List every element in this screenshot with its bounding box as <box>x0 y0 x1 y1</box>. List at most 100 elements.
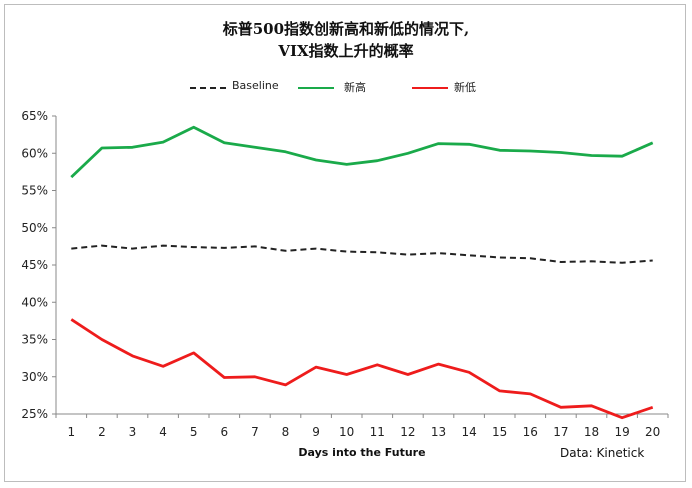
data-point-baseline <box>529 257 531 259</box>
chart-series <box>70 125 654 420</box>
x-tick-label: 12 <box>400 425 415 439</box>
data-point-new-low <box>315 366 317 368</box>
data-point-new-high <box>590 154 592 156</box>
x-tick-label: 8 <box>282 425 290 439</box>
data-point-new-low <box>468 371 470 373</box>
x-tick-label: 20 <box>645 425 660 439</box>
legend-swatch-new-low <box>412 87 448 89</box>
chart-title-line-1: 标普500指数创新高和新低的情况下, <box>222 20 470 38</box>
x-tick-label: 11 <box>370 425 385 439</box>
legend-label-new-low: 新低 <box>454 81 476 94</box>
data-point-baseline <box>621 262 623 264</box>
data-point-new-low <box>590 405 592 407</box>
data-point-new-high <box>70 176 72 178</box>
data-point-new-high <box>101 147 103 149</box>
data-point-new-high <box>437 142 439 144</box>
data-point-baseline <box>70 247 72 249</box>
series-line-new-low <box>70 318 654 420</box>
data-point-new-low <box>499 390 501 392</box>
data-point-new-low <box>560 406 562 408</box>
data-point-new-low <box>193 352 195 354</box>
legend-label-new-high: 新高 <box>344 81 366 94</box>
data-point-new-high <box>131 146 133 148</box>
data-point-new-high <box>560 151 562 153</box>
x-tick-label: 10 <box>339 425 354 439</box>
data-point-baseline <box>590 260 592 262</box>
data-point-new-high <box>223 142 225 144</box>
data-point-baseline <box>254 245 256 247</box>
y-tick-label: 50% <box>21 221 48 235</box>
data-point-baseline <box>101 244 103 246</box>
data-point-baseline <box>284 250 286 252</box>
data-point-baseline <box>560 261 562 263</box>
y-tick-label: 25% <box>21 407 48 421</box>
data-point-new-high <box>468 143 470 145</box>
y-tick-label: 65% <box>21 109 48 123</box>
data-point-new-high <box>529 150 531 152</box>
data-point-new-low <box>529 393 531 395</box>
data-point-new-low <box>437 363 439 365</box>
x-tick-label: 16 <box>523 425 538 439</box>
data-point-new-low <box>376 364 378 366</box>
data-point-new-low <box>254 376 256 378</box>
data-point-new-high <box>162 141 164 143</box>
data-point-baseline <box>162 244 164 246</box>
data-point-new-low <box>101 338 103 340</box>
data-point-new-high <box>254 146 256 148</box>
data-point-new-high <box>346 163 348 165</box>
x-tick-label: 6 <box>220 425 228 439</box>
x-tick-label: 18 <box>584 425 599 439</box>
x-tick-label: 19 <box>614 425 629 439</box>
data-point-new-high <box>315 159 317 161</box>
chart-labels: 25%30%35%40%45%50%55%60%65%1 2 3 4 5 6 7 8 9 10 11… <box>21 109 660 459</box>
x-tick-label: 5 <box>190 425 198 439</box>
data-point-new-high <box>499 149 501 151</box>
x-tick-label: 13 <box>431 425 446 439</box>
data-point-baseline <box>131 247 133 249</box>
data-point-baseline <box>407 253 409 255</box>
data-point-baseline <box>223 247 225 249</box>
legend-swatch-new-high <box>298 87 334 89</box>
series-line-baseline <box>71 244 653 264</box>
data-point-new-low <box>284 384 286 386</box>
series-line-new-high <box>70 125 654 179</box>
legend-label-baseline: Baseline <box>232 79 279 92</box>
chart-title: 标普500指数创新高和新低的情况下, VIX指数上升的概率 <box>0 18 692 62</box>
chart-frame <box>4 4 686 482</box>
x-tick-label: 3 <box>129 425 137 439</box>
y-tick-label: 55% <box>21 184 48 198</box>
data-point-new-low <box>70 318 72 320</box>
y-tick-label: 45% <box>21 258 48 272</box>
y-tick-label: 40% <box>21 295 48 309</box>
y-tick-label: 35% <box>21 333 48 347</box>
data-point-baseline <box>652 259 654 261</box>
x-tick-label: 7 <box>251 425 259 439</box>
y-tick-label: 60% <box>21 146 48 160</box>
x-axis-title: Days into the Future <box>298 446 425 459</box>
data-point-baseline <box>193 246 195 248</box>
data-point-new-low <box>346 373 348 375</box>
data-point-baseline <box>346 250 348 252</box>
data-point-new-low <box>652 406 654 408</box>
chart-title-line-2: VIX指数上升的概率 <box>278 42 414 60</box>
source-note: Data: Kinetick <box>560 446 645 460</box>
data-point-baseline <box>376 251 378 253</box>
chart-axes <box>52 115 669 418</box>
x-tick-label: 9 <box>312 425 320 439</box>
legend-swatch-baseline <box>190 87 226 89</box>
data-point-new-low <box>223 376 225 378</box>
x-tick-label: 1 <box>67 425 75 439</box>
x-tick-label: 14 <box>461 425 476 439</box>
x-tick-label: 2 <box>98 425 106 439</box>
data-point-baseline <box>315 247 317 249</box>
data-point-new-high <box>193 126 195 128</box>
data-point-new-high <box>407 152 409 154</box>
x-tick-label: 4 <box>159 425 167 439</box>
data-point-new-high <box>284 151 286 153</box>
data-point-new-high <box>652 142 654 144</box>
data-point-new-low <box>407 373 409 375</box>
x-tick-label: 17 <box>553 425 568 439</box>
data-point-new-low <box>621 417 623 419</box>
data-point-new-high <box>621 155 623 157</box>
